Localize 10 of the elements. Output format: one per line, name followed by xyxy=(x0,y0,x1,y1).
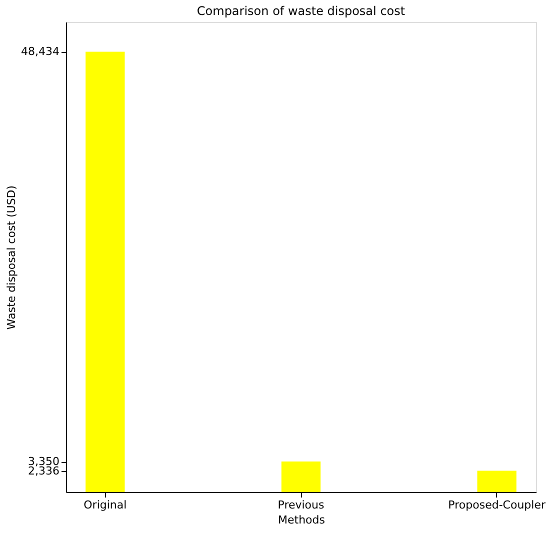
x-tick-label: Proposed-Coupler xyxy=(448,498,546,512)
bar xyxy=(86,52,125,492)
x-tick-label: Original xyxy=(84,498,127,512)
y-tick-label: 48,434 xyxy=(21,45,60,58)
y-axis-title: Waste disposal cost (USD) xyxy=(5,185,18,330)
x-tick-label: Previous xyxy=(278,498,325,512)
bar xyxy=(281,462,321,492)
x-axis-title: Methods xyxy=(278,514,326,526)
bar xyxy=(477,470,516,492)
chart-title: Comparison of waste disposal cost xyxy=(196,4,406,18)
